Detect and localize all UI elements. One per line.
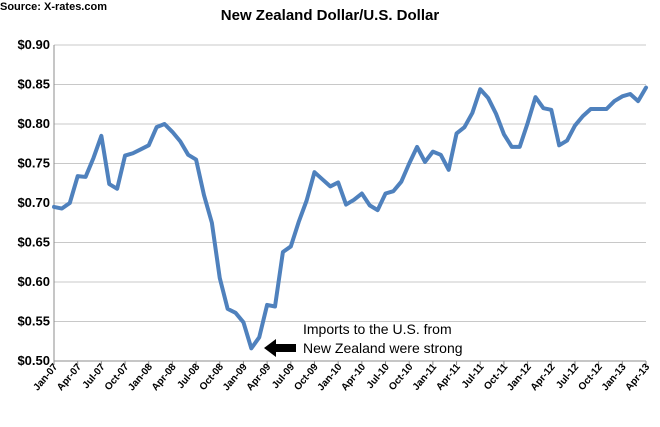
- annotation-text-line-2: New Zealand were strong: [303, 340, 463, 356]
- x-tick-label: Apr-09: [245, 362, 274, 394]
- x-tick-label: Jan-09: [221, 362, 250, 394]
- series-line: [52, 85, 648, 351]
- x-axis: Jan-07Apr-07Jul-07Oct-07Jan-08Apr-08Jul-…: [32, 360, 653, 394]
- x-tick-label: Apr-13: [624, 362, 653, 394]
- chart-title: New Zealand Dollar/U.S. Dollar: [221, 7, 440, 24]
- y-tick-label: $0.90: [17, 37, 50, 52]
- x-tick-label: Apr-12: [529, 362, 558, 394]
- source-label: Source: X-rates.com: [0, 1, 107, 13]
- x-tick-label: Apr-08: [150, 362, 179, 394]
- y-tick-label: $0.60: [17, 274, 50, 289]
- annotation-text-line-1: Imports to the U.S. from: [303, 321, 452, 337]
- gridlines: [54, 44, 646, 322]
- y-tick-label: $0.50: [17, 353, 50, 368]
- x-tick-label: Apr-10: [339, 362, 368, 394]
- x-tick-label: Apr-07: [55, 362, 84, 394]
- series-layer: [52, 85, 648, 351]
- x-tick-label: Jan-13: [600, 362, 629, 394]
- y-tick-label: $0.55: [17, 314, 50, 329]
- y-tick-label: $0.85: [17, 77, 50, 92]
- y-axis: $0.90 $0.85 $0.80 $0.75 $0.70 $0.65 $0.60 $0.55…: [17, 37, 55, 368]
- x-tick-label: Jan-08: [126, 362, 155, 394]
- x-tick-label: Oct-10: [387, 362, 416, 393]
- x-tick-label: Jan-10: [316, 362, 345, 394]
- y-tick-label: $0.75: [17, 156, 50, 171]
- y-tick-label: $0.70: [17, 195, 50, 210]
- y-tick-label: $0.65: [17, 235, 50, 250]
- annotation-arrow: [264, 339, 296, 357]
- y-tick-label: $0.80: [17, 116, 50, 131]
- annotation: Imports to the U.S. from New Zealand wer…: [264, 321, 463, 357]
- x-tick-label: Jan-12: [505, 362, 534, 394]
- x-tick-label: Apr-11: [434, 362, 463, 393]
- x-tick-label: Jan-11: [411, 362, 440, 393]
